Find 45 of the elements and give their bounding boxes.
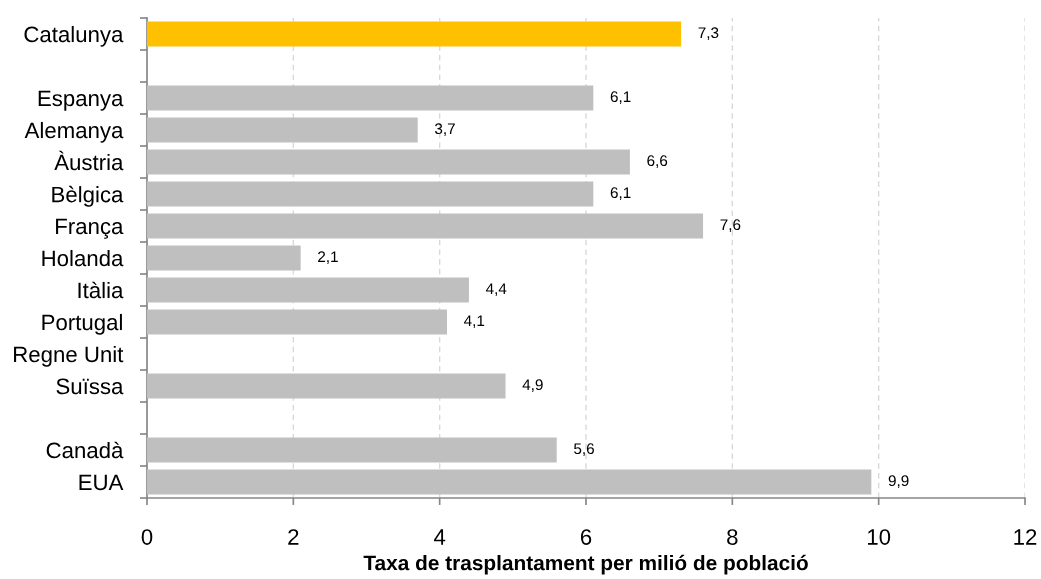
x-tick-label: 4 bbox=[434, 529, 446, 545]
x-axis-title: Taxa de trasplantament per milió de població bbox=[363, 554, 808, 575]
y-tick-label: Bèlgica bbox=[52, 185, 124, 207]
bar bbox=[147, 21, 682, 47]
data-label: 2,1 bbox=[318, 251, 338, 264]
x-tick-label: 0 bbox=[141, 529, 153, 545]
y-tick-label: Holanda bbox=[42, 249, 124, 267]
bar bbox=[147, 149, 630, 175]
y-tick-label: Àustria bbox=[54, 150, 124, 171]
y-tick-label: Suïssa bbox=[56, 378, 124, 395]
y-tick-label: Canadà bbox=[46, 441, 124, 459]
y-tick-label: Portugal bbox=[42, 313, 122, 335]
bar bbox=[147, 469, 872, 495]
data-label: 6,6 bbox=[647, 155, 668, 168]
data-label: 4,9 bbox=[522, 379, 543, 392]
y-tick-label: Alemanya bbox=[24, 121, 124, 143]
bar bbox=[147, 437, 557, 463]
x-tick-label: 12 bbox=[1014, 529, 1037, 545]
bar bbox=[147, 85, 594, 111]
data-label: 9,9 bbox=[888, 475, 909, 488]
y-tick-label: França bbox=[56, 218, 124, 239]
x-tick-label: 6 bbox=[580, 529, 592, 545]
data-label: 3,7 bbox=[434, 123, 455, 136]
x-tick-label: 2 bbox=[288, 529, 299, 545]
y-tick-label: Regne Unit bbox=[14, 345, 124, 367]
data-label: 6,1 bbox=[610, 91, 631, 104]
bar bbox=[147, 245, 301, 271]
y-tick-label: Itàlia bbox=[78, 281, 124, 299]
x-tick-label: 10 bbox=[868, 529, 891, 545]
data-label: 7,3 bbox=[698, 27, 719, 40]
x-tick-label: 8 bbox=[727, 529, 738, 545]
data-label: 4,1 bbox=[464, 315, 485, 328]
data-label: 6,1 bbox=[610, 187, 631, 200]
y-tick-label: Catalunya bbox=[24, 25, 124, 47]
bar bbox=[147, 213, 704, 239]
bar bbox=[147, 117, 418, 143]
data-label: 7,6 bbox=[720, 219, 741, 232]
data-label: 5,6 bbox=[574, 443, 594, 456]
bar bbox=[147, 373, 506, 399]
bar bbox=[147, 309, 447, 335]
bar bbox=[147, 277, 469, 303]
y-tick-label: EUA bbox=[79, 474, 124, 491]
data-label: 4,4 bbox=[485, 283, 507, 296]
y-tick-label: Espanya bbox=[38, 90, 124, 111]
bar bbox=[147, 181, 594, 207]
